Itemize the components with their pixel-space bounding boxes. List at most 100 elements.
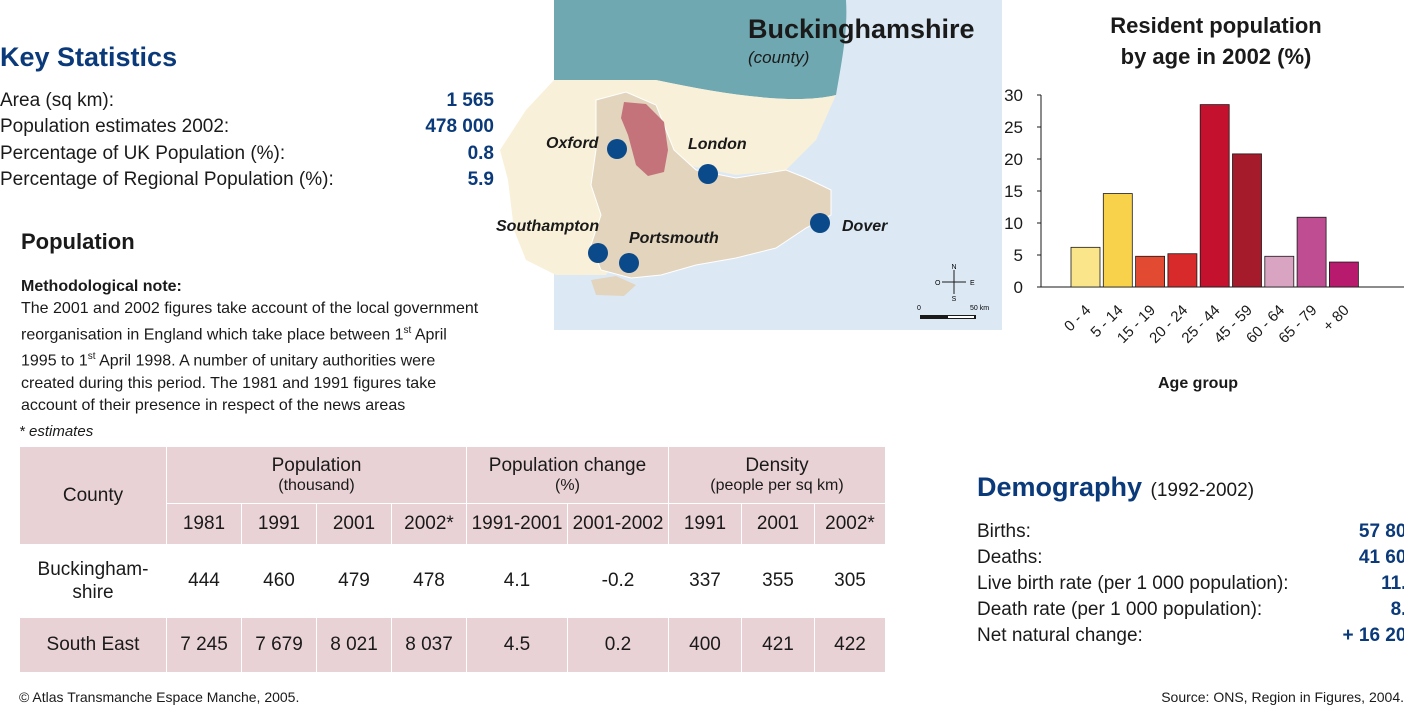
demo-value: + 16 200 xyxy=(1342,625,1404,646)
demo-label: Death rate (per 1 000 population): xyxy=(977,599,1263,620)
y-tick-label: 30 xyxy=(1004,86,1023,105)
note-line: account of their presence in respect of … xyxy=(21,396,406,414)
note-text: April xyxy=(411,326,447,344)
demo-label: Births: xyxy=(977,521,1031,542)
table-row: South East 7 245 7 679 8 021 8 037 4.5 0… xyxy=(19,617,886,673)
y-tick-label: 25 xyxy=(1004,118,1023,137)
age-chart: Resident population by age in 2002 (%) 0… xyxy=(1004,13,1404,392)
methodological-note: Methodological note: The 2001 and 2002 f… xyxy=(21,276,521,417)
header-density: Density (people per sq km) xyxy=(668,446,886,504)
map: N S E O 0 50 km Buckinghamshire (county)… xyxy=(496,0,1002,330)
stat-value: 0.8 xyxy=(467,143,494,164)
y-tick-label: 15 xyxy=(1004,182,1023,201)
header-change-label: Population change xyxy=(488,455,647,476)
population-title: Population xyxy=(21,229,135,254)
header-change-sub: (%) xyxy=(555,477,580,494)
county-cell: Buckingham- shire xyxy=(19,544,167,618)
header-year: 1991-2001 xyxy=(466,503,568,545)
table-cell: 422 xyxy=(814,617,886,673)
table-cell: 4.1 xyxy=(466,544,568,618)
note-line: The 2001 and 2002 figures take account o… xyxy=(21,300,479,317)
scale-zero: 0 xyxy=(917,305,921,312)
bar-4 xyxy=(1199,104,1230,288)
table-cell: 337 xyxy=(668,544,742,618)
table-cell: 400 xyxy=(668,617,742,673)
chart-title-l1: Resident population xyxy=(1110,13,1321,38)
city-label-southampton: Southampton xyxy=(496,218,599,235)
bar-6 xyxy=(1264,255,1295,288)
demography-title: Demography xyxy=(977,472,1143,502)
y-tick-label: 0 xyxy=(1014,278,1023,297)
city-label-london: London xyxy=(688,136,747,153)
county-name-l1: Buckingham- xyxy=(37,559,149,580)
stat-row-regional-pct: Percentage of Regional Population (%): 5… xyxy=(0,169,494,195)
header-year: 2001 xyxy=(741,503,815,545)
compass-w: O xyxy=(935,280,941,287)
header-year: 2001 xyxy=(316,503,392,545)
header-year: 1981 xyxy=(166,503,242,545)
header-population-label: Population xyxy=(271,455,362,476)
demo-value: 11.4 xyxy=(1381,573,1404,594)
table-cell: 0.2 xyxy=(567,617,669,673)
buckinghamshire-county xyxy=(621,102,668,176)
table-cell: 8 037 xyxy=(391,617,467,673)
note-text: reorganisation in England which take pla… xyxy=(21,326,404,344)
copyright: © Atlas Transmanche Espace Manche, 2005. xyxy=(19,689,300,705)
chart-title-l2: by age in 2002 (%) xyxy=(1121,44,1312,69)
table-row: Buckingham- shire 444 460 479 478 4.1 -0… xyxy=(19,544,886,618)
city-dot-oxford xyxy=(607,139,627,159)
table-cell: 479 xyxy=(316,544,392,618)
demo-label: Deaths: xyxy=(977,547,1043,568)
bar-1 xyxy=(1102,193,1133,288)
demo-row-birth-rate: Live birth rate (per 1 000 population): … xyxy=(977,573,1404,599)
source: Source: ONS, Region in Figures, 2004. xyxy=(1161,689,1404,705)
table-cell: 444 xyxy=(166,544,242,618)
city-dot-dover xyxy=(810,213,830,233)
table-cell: 355 xyxy=(741,544,815,618)
note-text: 1995 to 1 xyxy=(21,352,88,370)
stat-value: 5.9 xyxy=(467,169,494,190)
bar-0 xyxy=(1070,246,1101,288)
demography-header: Demography (1992-2002) xyxy=(977,472,1254,503)
demo-row-net-change: Net natural change: + 16 200 xyxy=(977,625,1404,651)
bar-3 xyxy=(1167,253,1198,288)
city-dot-southampton xyxy=(588,243,608,263)
city-dot-portsmouth xyxy=(619,253,639,273)
header-population-sub: (thousand) xyxy=(278,477,355,494)
header-population-change: Population change (%) xyxy=(466,446,669,504)
note-line: 1995 to 1st April 1998. A number of unit… xyxy=(21,346,521,372)
stat-row-population: Population estimates 2002: 478 000 xyxy=(0,116,494,142)
city-label-dover: Dover xyxy=(842,218,888,235)
bar-7 xyxy=(1296,216,1327,288)
header-year: 2002* xyxy=(814,503,886,545)
demo-value: 41 600 xyxy=(1358,547,1404,568)
estimates-note: * estimates xyxy=(19,423,94,440)
land-north xyxy=(656,80,836,175)
compass-s: S xyxy=(952,296,957,303)
demo-row-death-rate: Death rate (per 1 000 population): 8.7 xyxy=(977,599,1404,625)
demography-period: (1992-2002) xyxy=(1150,480,1255,501)
note-line: reorganisation in England which take pla… xyxy=(21,320,521,346)
population-table: County Population (thousand) Population … xyxy=(19,446,886,673)
compass xyxy=(942,270,966,294)
bar-8 xyxy=(1328,261,1359,288)
table-cell: 421 xyxy=(741,617,815,673)
header-county: County xyxy=(19,446,167,545)
y-tick-label: 20 xyxy=(1004,150,1023,169)
table-cell: 478 xyxy=(391,544,467,618)
isle-of-wight xyxy=(591,276,636,296)
demo-row-deaths: Deaths: 41 600 xyxy=(977,547,1404,573)
demo-label: Net natural change: xyxy=(977,625,1143,646)
stat-label: Percentage of Regional Population (%): xyxy=(0,169,334,190)
demo-label: Live birth rate (per 1 000 population): xyxy=(977,573,1289,594)
scale-bar-shape xyxy=(948,316,974,318)
table-cell: 4.5 xyxy=(466,617,568,673)
map-title: Buckinghamshire xyxy=(748,14,975,44)
header-year: 1991 xyxy=(668,503,742,545)
key-statistics-title: Key Statistics xyxy=(0,42,178,72)
stat-row-area: Area (sq km): 1 565 xyxy=(0,90,494,116)
stat-value: 1 565 xyxy=(446,90,494,111)
county-name-l2: shire xyxy=(72,582,114,603)
bar-2 xyxy=(1135,255,1166,288)
note-line: created during this period. The 1981 and… xyxy=(21,374,437,392)
